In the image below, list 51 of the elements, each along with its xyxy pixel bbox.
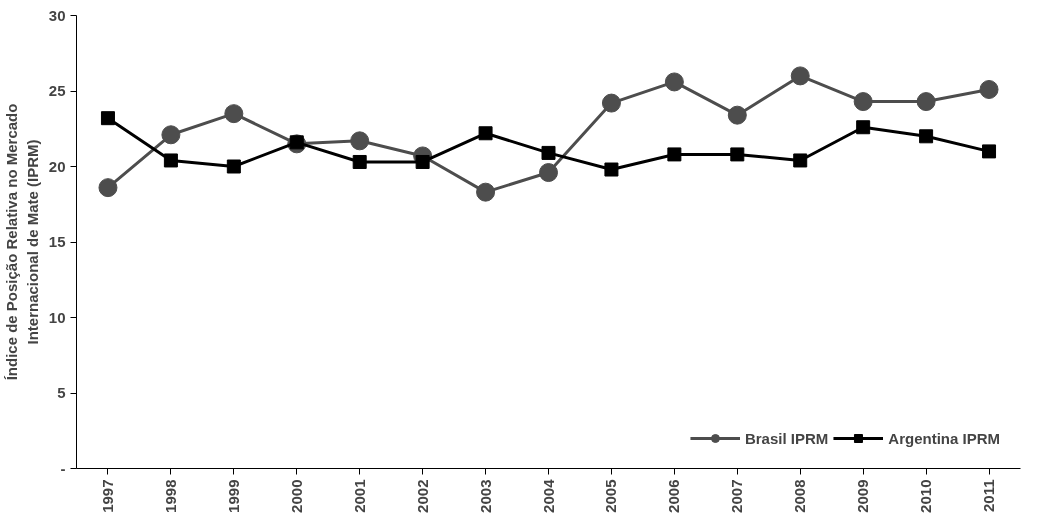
x-tick-label: 1999 bbox=[224, 479, 242, 513]
legend-label: Brasil IPRM bbox=[744, 429, 829, 447]
point bbox=[664, 72, 684, 92]
x-tick-label: 1998 bbox=[161, 479, 179, 513]
point bbox=[853, 92, 873, 112]
point bbox=[541, 145, 556, 160]
y-tick-label: 25 bbox=[48, 82, 66, 99]
point bbox=[539, 163, 558, 183]
legend-label: Argentina IPRM bbox=[888, 429, 1000, 447]
point bbox=[856, 120, 871, 135]
point bbox=[478, 126, 493, 141]
point bbox=[979, 80, 999, 99]
point bbox=[98, 178, 118, 198]
x-tick-label: 2005 bbox=[602, 479, 620, 513]
x-tick-label: 1997 bbox=[98, 479, 116, 513]
point bbox=[667, 147, 682, 162]
y-tick-label: 15 bbox=[48, 233, 66, 250]
x-tick-label: 2006 bbox=[665, 479, 683, 513]
point bbox=[793, 153, 808, 168]
y-tick-label: 20 bbox=[48, 157, 66, 175]
y-tick-label: - bbox=[60, 459, 66, 477]
point bbox=[100, 111, 115, 126]
x-tick-label: 2009 bbox=[854, 479, 872, 513]
point bbox=[163, 153, 178, 168]
point bbox=[730, 147, 745, 162]
point bbox=[790, 66, 810, 86]
point bbox=[161, 125, 181, 145]
point bbox=[919, 129, 934, 144]
x-tick-label: 2004 bbox=[539, 478, 557, 513]
y-tick-label: 5 bbox=[57, 384, 66, 401]
point bbox=[226, 159, 241, 174]
point bbox=[601, 93, 621, 113]
x-tick-label: 2008 bbox=[791, 479, 809, 513]
x-tick-label: 2010 bbox=[917, 479, 935, 513]
point bbox=[604, 162, 619, 177]
point bbox=[727, 105, 747, 125]
x-tick-label: 2002 bbox=[413, 479, 431, 513]
x-tick-label: 2000 bbox=[287, 479, 305, 513]
y-tick-label: 10 bbox=[48, 308, 66, 326]
y-axis-title: Índice de Posição Relativa no Mercado Internacional de Mate (IPRM) bbox=[3, 103, 41, 381]
point bbox=[916, 92, 936, 112]
y-tick-label: 30 bbox=[48, 6, 66, 24]
point bbox=[224, 104, 244, 124]
point bbox=[352, 154, 367, 169]
point bbox=[350, 131, 370, 151]
x-tick-label: 2011 bbox=[980, 479, 998, 513]
x-tick-label: 2003 bbox=[476, 479, 494, 513]
point bbox=[982, 144, 997, 159]
point bbox=[476, 182, 496, 202]
x-tick-label: 2001 bbox=[350, 479, 368, 513]
x-tick-label: 2007 bbox=[728, 479, 746, 513]
